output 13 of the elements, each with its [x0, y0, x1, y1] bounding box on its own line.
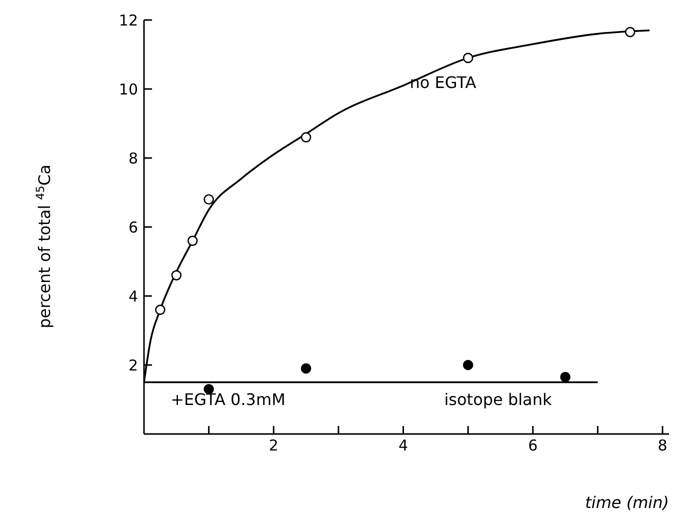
- x-tick-label: 2: [268, 436, 278, 455]
- y-tick-label: 4: [128, 287, 138, 306]
- y-tick-label: 12: [118, 11, 138, 30]
- annotation: isotope blank: [444, 390, 552, 409]
- x-tick-label: 4: [398, 436, 408, 455]
- y-tick-label: 8: [128, 149, 138, 168]
- y-tick-label: 2: [128, 356, 138, 374]
- x-tick-label: 6: [528, 436, 538, 455]
- x-axis-title: time (min): [585, 493, 669, 512]
- y-tick-label: 10: [118, 80, 138, 98]
- y-tick-label: 6: [128, 218, 138, 236]
- x-tick-label: 8: [658, 436, 668, 455]
- annotation: +EGTA 0.3mM: [170, 390, 286, 409]
